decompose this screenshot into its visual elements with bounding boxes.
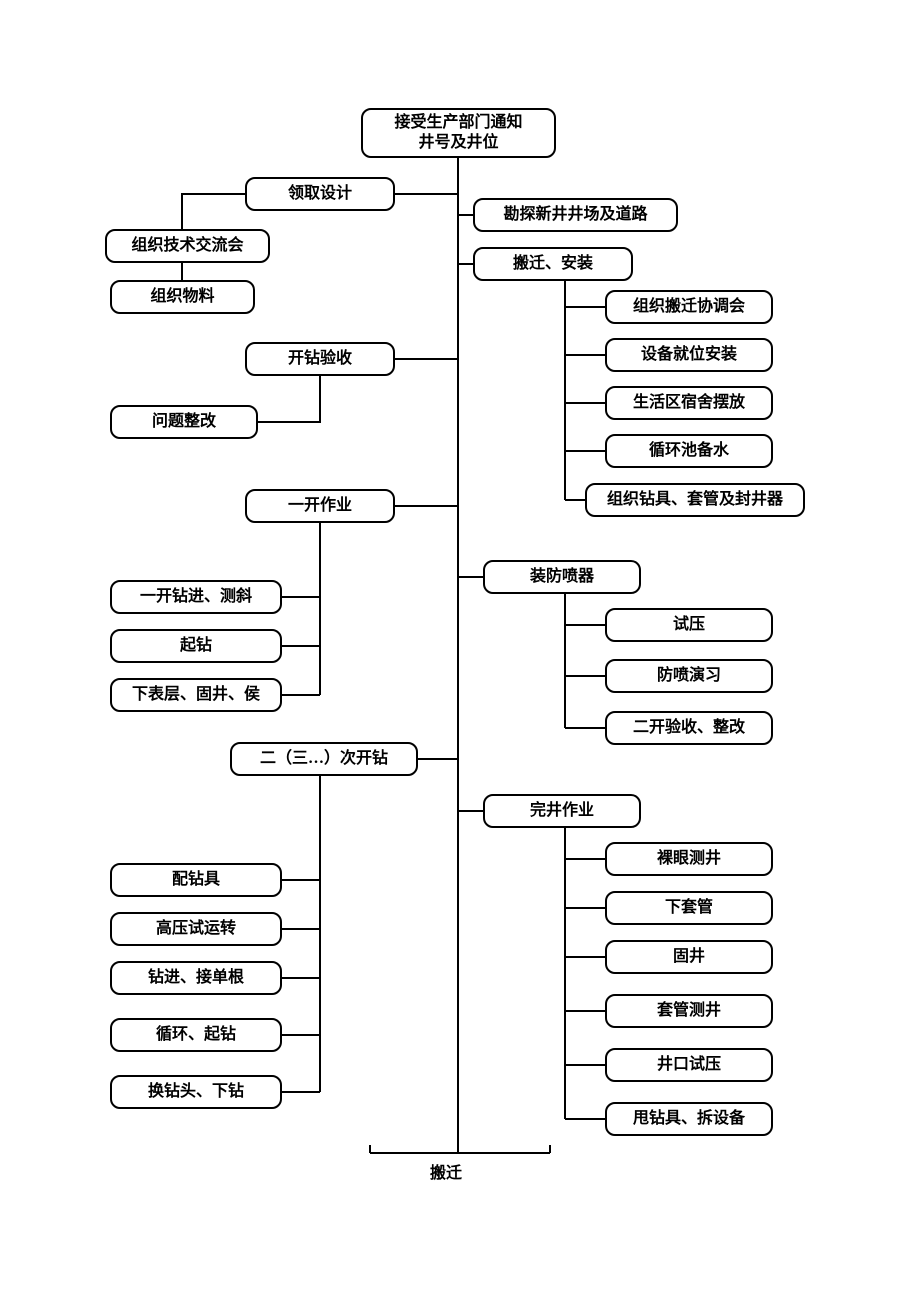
node-n18: 试压	[605, 608, 773, 642]
node-n17: 装防喷器	[483, 560, 641, 594]
node-n3: 组织物料	[110, 280, 255, 314]
node-n4: 勘探新井井场及道路	[473, 198, 678, 232]
node-n31: 套管测井	[605, 994, 773, 1028]
node-n2: 组织技术交流会	[105, 229, 270, 263]
node-n21: 二（三…）次开钻	[230, 742, 418, 776]
node-n12: 问题整改	[110, 405, 258, 439]
node-n27: 完井作业	[483, 794, 641, 828]
node-n15: 起钻	[110, 629, 282, 663]
label-p0: 搬迁	[430, 1159, 462, 1183]
node-n30: 固井	[605, 940, 773, 974]
node-n25: 循环、起钻	[110, 1018, 282, 1052]
node-n1: 领取设计	[245, 177, 395, 211]
node-n11: 开钻验收	[245, 342, 395, 376]
node-n22: 配钻具	[110, 863, 282, 897]
node-n5: 搬迁、安装	[473, 247, 633, 281]
node-n19: 防喷演习	[605, 659, 773, 693]
node-n14: 一开钻进、测斜	[110, 580, 282, 614]
node-n29: 下套管	[605, 891, 773, 925]
node-n20: 二开验收、整改	[605, 711, 773, 745]
node-n6: 组织搬迁协调会	[605, 290, 773, 324]
node-n23: 高压试运转	[110, 912, 282, 946]
node-n7: 设备就位安装	[605, 338, 773, 372]
node-n0: 接受生产部门通知井号及井位	[361, 108, 556, 158]
node-n32: 井口试压	[605, 1048, 773, 1082]
node-n9: 循环池备水	[605, 434, 773, 468]
node-n24: 钻进、接单根	[110, 961, 282, 995]
node-n16: 下表层、固井、侯	[110, 678, 282, 712]
node-n33: 甩钻具、拆设备	[605, 1102, 773, 1136]
node-n26: 换钻头、下钻	[110, 1075, 282, 1109]
flowchart-canvas: 接受生产部门通知井号及井位 领取设计 组织技术交流会 组织物料 勘探新井井场及道…	[0, 0, 920, 1301]
node-n8: 生活区宿舍摆放	[605, 386, 773, 420]
node-n28: 裸眼测井	[605, 842, 773, 876]
node-n13: 一开作业	[245, 489, 395, 523]
node-n10: 组织钻具、套管及封井器	[585, 483, 805, 517]
